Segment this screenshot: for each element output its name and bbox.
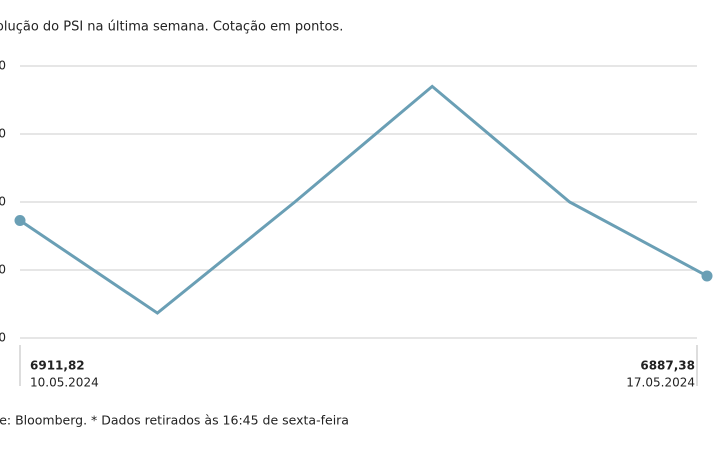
- end-marker: [14, 215, 26, 227]
- y-tick-label: 6920: [0, 195, 6, 209]
- x-tick-label: 10.05.2024: [30, 376, 99, 390]
- y-tick-label: 6860: [0, 331, 6, 345]
- end-marker: [701, 270, 713, 282]
- line: [19, 84, 708, 315]
- x-tick-label: 17.05.2024: [626, 376, 695, 390]
- y-tick-label: 6980: [0, 59, 6, 73]
- value-label: 6887,38: [640, 359, 695, 373]
- value-label: 6911,82: [30, 359, 85, 373]
- y-tick-label: 6890: [0, 263, 6, 277]
- y-tick-label: 6950: [0, 127, 6, 141]
- chart-title: Evolução do PSI na última semana. Cotaçã…: [0, 20, 343, 35]
- source: Fonte: Bloomberg. * Dados retirados às 1…: [0, 413, 349, 428]
